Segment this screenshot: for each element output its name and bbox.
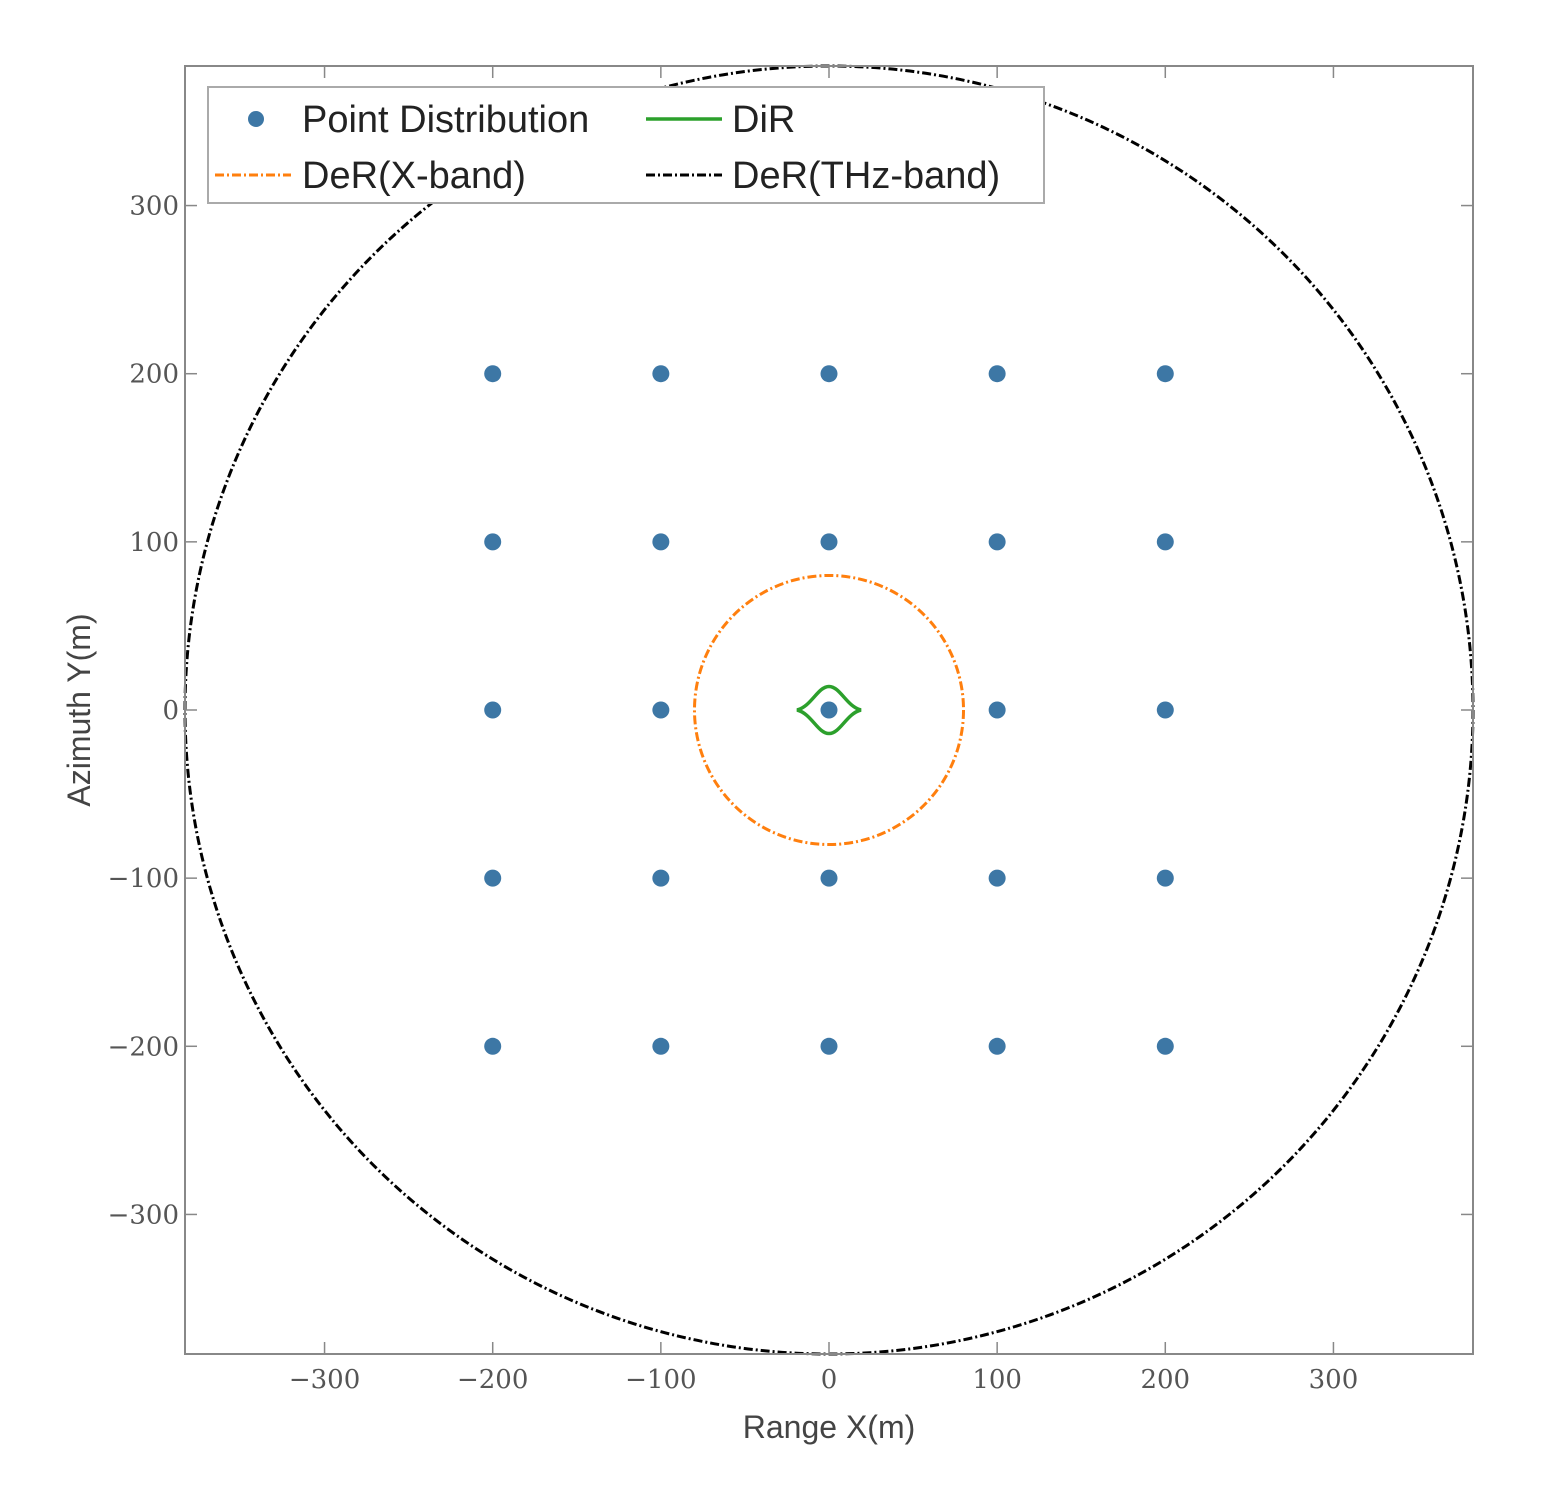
data-point xyxy=(820,869,838,887)
points-layer xyxy=(484,365,1174,1055)
y-axis-title: Azimuth Y(m) xyxy=(61,613,97,806)
data-point xyxy=(1156,701,1174,719)
y-tick-label: 200 xyxy=(129,360,179,390)
data-point xyxy=(820,701,838,719)
x-tick-label: −100 xyxy=(625,1365,696,1395)
data-point xyxy=(652,1037,670,1055)
data-point xyxy=(484,533,502,551)
legend-box xyxy=(207,86,1045,204)
data-point xyxy=(988,533,1006,551)
legend-point-distribution-label: Point Distribution xyxy=(302,99,589,141)
curve-dir xyxy=(796,684,862,736)
data-point xyxy=(652,533,670,551)
data-point xyxy=(1156,365,1174,383)
legend-der-thzband-label: DeR(THz-band) xyxy=(732,155,1000,197)
data-point xyxy=(652,701,670,719)
data-point xyxy=(988,1037,1006,1055)
y-tick-label: 0 xyxy=(162,696,179,726)
x-tick-label: −200 xyxy=(457,1365,528,1395)
data-point xyxy=(820,533,838,551)
data-point xyxy=(1156,1037,1174,1055)
data-point xyxy=(820,1037,838,1055)
data-point xyxy=(988,701,1006,719)
data-point xyxy=(484,869,502,887)
legend: Point Distribution DiR DeR(X-band) DeR(T… xyxy=(207,86,1045,204)
y-tick-label: 300 xyxy=(129,192,179,222)
y-tick-label: −300 xyxy=(108,1200,179,1230)
x-tick-label: 0 xyxy=(821,1365,838,1395)
curve-der-x-band xyxy=(692,573,966,847)
data-point xyxy=(988,869,1006,887)
data-point xyxy=(484,1037,502,1055)
data-point xyxy=(484,365,502,383)
data-point xyxy=(1156,533,1174,551)
legend-der-xband-label: DeR(X-band) xyxy=(302,155,526,197)
x-tick-label: −300 xyxy=(289,1365,360,1395)
y-ticks: −300 −200 −100 0 100 200 300 xyxy=(108,192,1473,1230)
y-tick-label: 100 xyxy=(129,528,179,558)
legend-point-distribution-marker xyxy=(248,111,264,127)
x-axis-title: Range X(m) xyxy=(743,1409,916,1445)
x-ticks: −300 −200 −100 0 100 200 300 xyxy=(289,66,1358,1395)
data-point xyxy=(652,869,670,887)
y-tick-label: −200 xyxy=(108,1032,179,1062)
x-tick-label: 100 xyxy=(972,1365,1022,1395)
x-tick-label: 300 xyxy=(1309,1365,1359,1395)
x-tick-label: 200 xyxy=(1140,1365,1190,1395)
legend-dir-label: DiR xyxy=(732,99,795,141)
data-point xyxy=(820,365,838,383)
y-tick-label: −100 xyxy=(108,864,179,894)
data-point xyxy=(988,365,1006,383)
data-point xyxy=(484,701,502,719)
data-point xyxy=(1156,869,1174,887)
data-point xyxy=(652,365,670,383)
